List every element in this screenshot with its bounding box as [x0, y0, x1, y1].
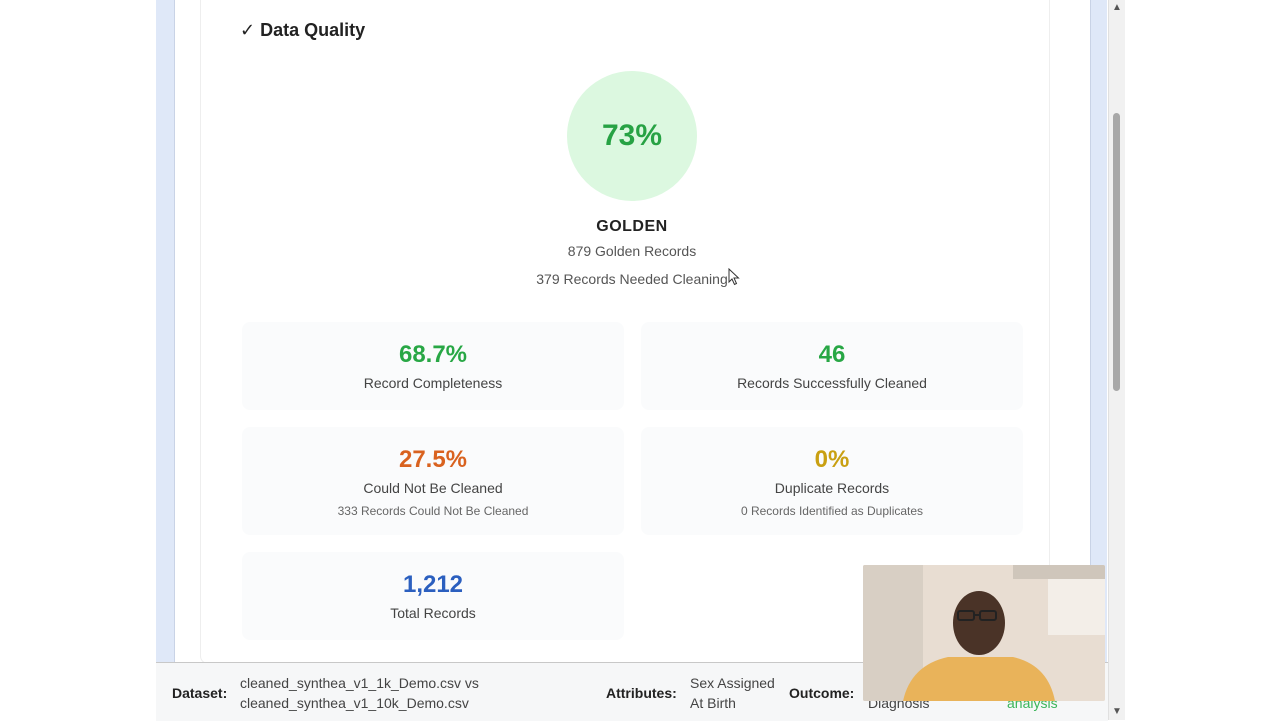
webcam-presenter-image	[863, 565, 1105, 701]
metric-label: Records Successfully Cleaned	[737, 375, 927, 391]
dataset-line-1: cleaned_synthea_v1_1k_Demo.csv vs	[240, 675, 479, 691]
dataset-value: cleaned_synthea_v1_1k_Demo.csv vs cleane…	[240, 673, 479, 713]
metric-card-cleaned: 46 Records Successfully Cleaned	[641, 322, 1023, 410]
quality-grade: GOLDEN	[596, 218, 668, 235]
quality-score-gauge: 73%	[567, 71, 697, 201]
metric-label: Total Records	[390, 605, 476, 621]
metric-value: 46	[818, 341, 846, 368]
metric-card-not-cleaned: 27.5% Could Not Be Cleaned 333 Records C…	[242, 427, 624, 535]
triangle-up-icon[interactable]: ▲	[1112, 2, 1122, 13]
dataset-label: Dataset:	[172, 685, 228, 701]
outcome-label: Outcome:	[789, 685, 855, 701]
metric-label: Duplicate Records	[774, 480, 890, 496]
scrollbar-thumb[interactable]	[1113, 113, 1120, 391]
attributes-line-1: Sex Assigned	[690, 675, 775, 691]
needed-cleaning-count: 379 Records Needed Cleaning	[536, 271, 728, 287]
metric-label: Record Completeness	[363, 375, 503, 391]
attributes-label: Attributes:	[606, 685, 677, 701]
metric-value: 27.5%	[398, 446, 468, 473]
golden-records-count: 879 Golden Records	[567, 243, 697, 259]
metric-card-duplicates: 0% Duplicate Records 0 Records Identifie…	[641, 427, 1023, 535]
window-frame-left	[156, 0, 175, 662]
section-title: ✓ Data Quality	[240, 20, 366, 40]
left-gutter	[0, 0, 156, 720]
metric-label: Could Not Be Cleaned	[363, 480, 503, 496]
dataset-line-2: cleaned_synthea_v1_10k_Demo.csv	[240, 695, 469, 711]
attributes-value: Sex Assigned At Birth	[690, 673, 775, 713]
right-gutter	[1124, 0, 1280, 720]
attributes-line-2: At Birth	[690, 695, 736, 711]
mouse-pointer-icon	[728, 268, 740, 286]
window-frame-right	[1090, 0, 1107, 662]
metric-value: 68.7%	[398, 341, 468, 368]
metric-value: 0%	[814, 446, 850, 473]
metric-sublabel: 333 Records Could Not Be Cleaned	[337, 504, 529, 518]
quality-score-value: 73%	[601, 119, 663, 152]
metric-sublabel: 0 Records Identified as Duplicates	[740, 504, 924, 518]
metric-card-total: 1,212 Total Records	[242, 552, 624, 640]
metric-card-completeness: 68.7% Record Completeness	[242, 322, 624, 410]
metric-value: 1,212	[402, 571, 464, 598]
triangle-down-icon[interactable]: ▼	[1112, 706, 1122, 717]
webcam-overlay	[863, 565, 1105, 701]
vertical-scrollbar[interactable]: ▲ ▼	[1108, 0, 1125, 720]
